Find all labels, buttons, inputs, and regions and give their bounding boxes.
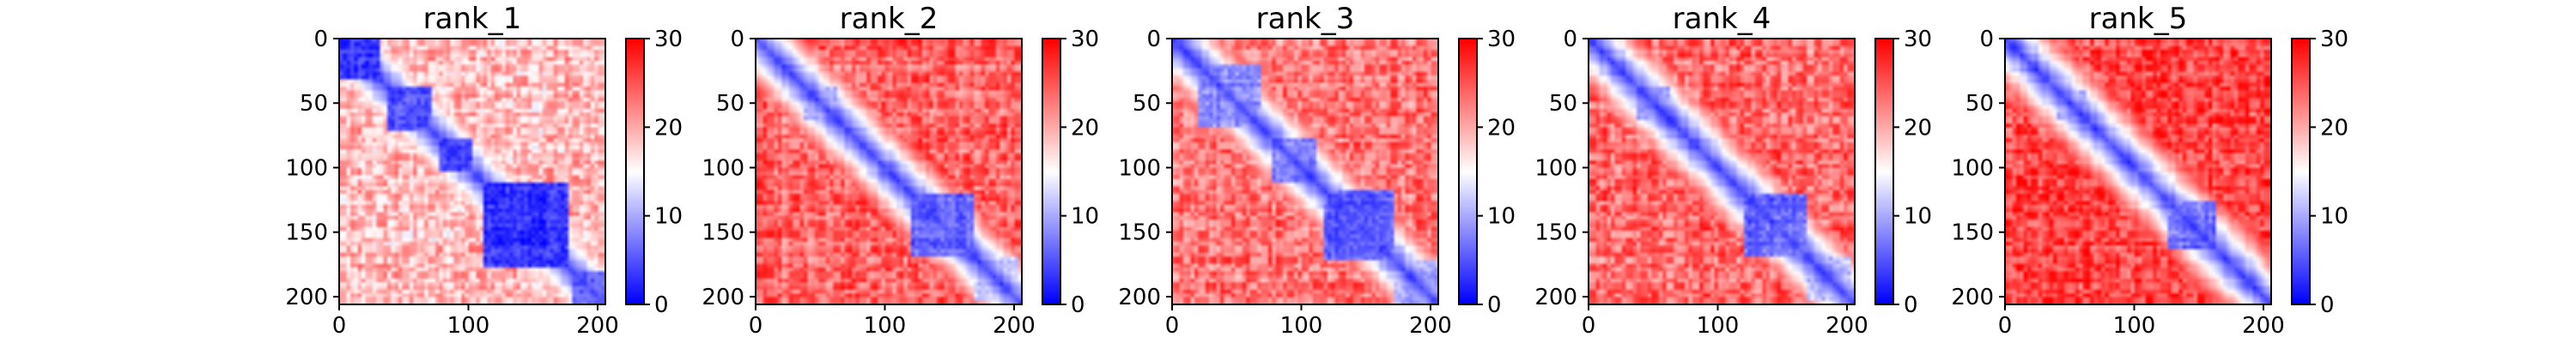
panel-title: rank_3 [1256, 2, 1355, 36]
x-tick-label: 0 [332, 313, 347, 339]
colorbar-tick-label: 30 [1904, 27, 1932, 52]
y-tick-label: 50 [1549, 91, 1577, 117]
colorbar-tick-label: 20 [654, 115, 683, 141]
axes-frame [1588, 38, 1856, 305]
colorbar-tick-label: 30 [2320, 27, 2348, 52]
x-tick-label: 100 [2113, 313, 2156, 339]
colorbar-tick-label: 30 [654, 27, 683, 52]
y-tick-label: 150 [702, 220, 744, 246]
colorbar-tick-label: 10 [1487, 204, 1516, 230]
y-tick-label: 50 [1965, 91, 1994, 117]
colorbar-tick-label: 10 [2320, 204, 2348, 230]
colorbar-frame [2291, 38, 2311, 305]
x-tick-label: 100 [864, 313, 907, 339]
colorbar-tick-label: 20 [2320, 115, 2348, 141]
panel-title: rank_2 [840, 2, 939, 36]
y-tick-label: 150 [1951, 220, 1994, 246]
y-tick-label: 200 [1534, 285, 1577, 310]
colorbar-tick-label: 30 [1071, 27, 1099, 52]
axes-frame [755, 38, 1023, 305]
colorbar-tick-label: 10 [1071, 204, 1099, 230]
x-tick-label: 100 [1280, 313, 1323, 339]
y-tick-label: 100 [702, 155, 744, 181]
y-tick-label: 50 [716, 91, 744, 117]
colorbar-tick-label: 20 [1487, 115, 1516, 141]
y-tick-label: 200 [1118, 285, 1161, 310]
x-tick-label: 0 [1582, 313, 1596, 339]
x-tick-label: 200 [1409, 313, 1452, 339]
colorbar-gradient [626, 39, 644, 304]
colorbar-tick-label: 0 [1904, 292, 1918, 318]
colorbar-frame [1042, 38, 1061, 305]
y-tick-label: 100 [1118, 155, 1161, 181]
y-tick-label: 0 [1563, 27, 1577, 52]
panel-title: rank_4 [1673, 2, 1771, 36]
heatmap-image [1589, 39, 1855, 304]
y-tick-label: 200 [285, 285, 328, 310]
colorbar-frame [625, 38, 645, 305]
y-tick-label: 50 [1133, 91, 1161, 117]
axes-frame [1171, 38, 1439, 305]
x-tick-label: 200 [2242, 313, 2285, 339]
y-tick-label: 0 [313, 27, 328, 52]
heatmap-image [2005, 39, 2271, 304]
y-tick-label: 200 [1951, 285, 1994, 310]
colorbar-tick-label: 0 [1487, 292, 1502, 318]
heatmap-image [339, 39, 605, 304]
panel-title: rank_5 [2089, 2, 2188, 36]
x-tick-label: 200 [1826, 313, 1868, 339]
x-tick-label: 100 [447, 313, 490, 339]
x-tick-label: 200 [993, 313, 1036, 339]
panel-title: rank_1 [423, 2, 522, 36]
x-tick-label: 100 [1697, 313, 1740, 339]
colorbar-gradient [1875, 39, 1893, 304]
y-tick-label: 50 [300, 91, 328, 117]
y-tick-label: 100 [1534, 155, 1577, 181]
heatmap-image [1172, 39, 1438, 304]
axes-frame [338, 38, 606, 305]
y-tick-label: 150 [1118, 220, 1161, 246]
colorbar-gradient [1459, 39, 1477, 304]
y-tick-label: 100 [1951, 155, 1994, 181]
y-tick-label: 200 [702, 285, 744, 310]
y-tick-label: 0 [730, 27, 744, 52]
y-tick-label: 0 [1146, 27, 1161, 52]
colorbar-frame [1874, 38, 1894, 305]
colorbar-gradient [1042, 39, 1060, 304]
heatmap-image [756, 39, 1022, 304]
y-tick-label: 100 [285, 155, 328, 181]
colorbar-gradient [2292, 39, 2310, 304]
colorbar-tick-label: 0 [2320, 292, 2335, 318]
colorbar-tick-label: 30 [1487, 27, 1516, 52]
colorbar-tick-label: 10 [1904, 204, 1932, 230]
x-tick-label: 0 [1165, 313, 1180, 339]
colorbar-tick-label: 0 [1071, 292, 1085, 318]
y-tick-label: 0 [1979, 27, 1994, 52]
x-tick-label: 0 [749, 313, 763, 339]
colorbar-tick-label: 0 [654, 292, 669, 318]
colorbar-tick-label: 10 [654, 204, 683, 230]
colorbar-tick-label: 20 [1071, 115, 1099, 141]
colorbar-tick-label: 20 [1904, 115, 1932, 141]
y-tick-label: 150 [1534, 220, 1577, 246]
colorbar-frame [1458, 38, 1478, 305]
axes-frame [2004, 38, 2272, 305]
y-tick-label: 150 [285, 220, 328, 246]
x-tick-label: 0 [1998, 313, 2013, 339]
x-tick-label: 200 [576, 313, 619, 339]
